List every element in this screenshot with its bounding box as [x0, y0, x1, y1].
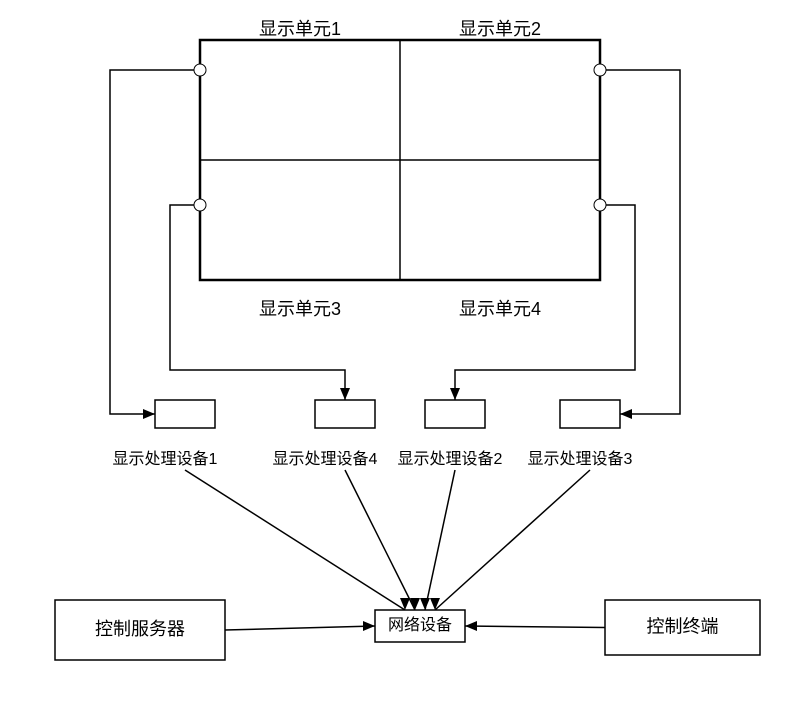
display-unit-label: 显示单元1 — [259, 19, 341, 39]
proc4-box — [315, 400, 375, 428]
arrowhead — [143, 409, 155, 419]
arrowhead — [450, 388, 460, 400]
proc4-label: 显示处理设备4 — [273, 450, 378, 468]
arrowhead — [420, 598, 430, 610]
port-p4 — [594, 199, 606, 211]
arrowhead — [340, 388, 350, 400]
control-terminal-label: 控制终端 — [647, 616, 719, 636]
route-p1-proc1 — [110, 70, 194, 414]
proc1-box — [155, 400, 215, 428]
proc2-box — [425, 400, 485, 428]
route-proc1-network — [185, 470, 405, 610]
display-unit-label: 显示单元3 — [259, 299, 341, 319]
display-unit-label: 显示单元4 — [459, 299, 541, 319]
proc3-label: 显示处理设备3 — [528, 450, 633, 468]
arrowhead — [620, 409, 632, 419]
proc2-label: 显示处理设备2 — [398, 450, 503, 468]
network-device-label: 网络设备 — [388, 615, 452, 634]
proc3-box — [560, 400, 620, 428]
arrowhead — [430, 598, 440, 610]
port-p3 — [194, 199, 206, 211]
route-server-network — [225, 626, 375, 630]
port-p2 — [594, 64, 606, 76]
route-proc2-network — [425, 470, 455, 610]
route-proc3-network — [435, 470, 590, 610]
display-unit-label: 显示单元2 — [459, 19, 541, 39]
route-proc4-network — [345, 470, 415, 610]
arrowhead — [363, 621, 375, 631]
arrowhead — [465, 621, 477, 631]
control-server-label: 控制服务器 — [95, 619, 185, 639]
proc1-label: 显示处理设备1 — [113, 450, 218, 468]
port-p1 — [194, 64, 206, 76]
route-p2-proc3 — [606, 70, 680, 414]
route-terminal-network — [465, 626, 605, 628]
